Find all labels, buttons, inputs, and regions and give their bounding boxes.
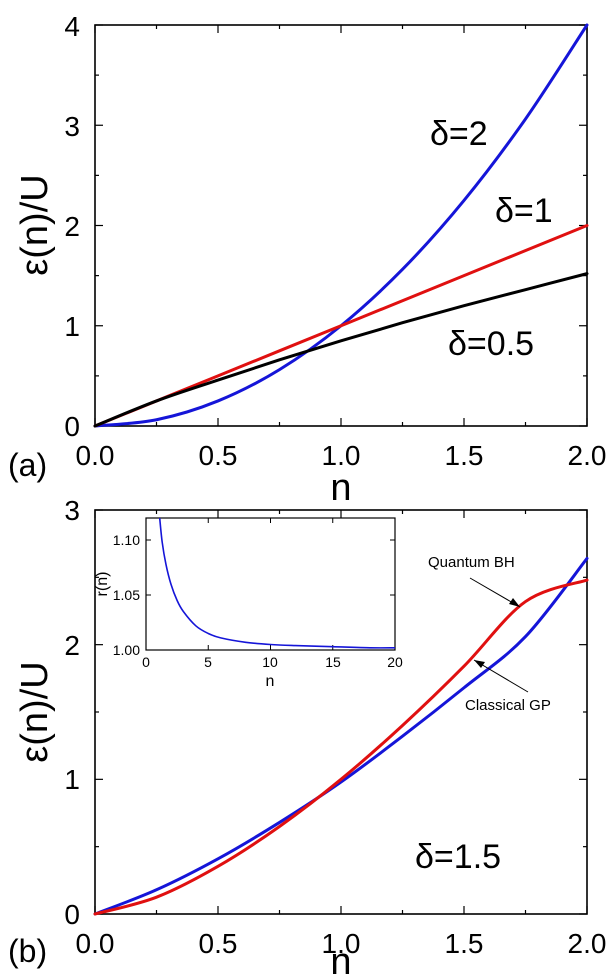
panel-a-ytick: 0 (64, 411, 80, 442)
panel-b-xtick: 1.0 (322, 928, 361, 959)
inset-ytick: 1.05 (113, 587, 140, 603)
panel-b-xtick: 0.0 (76, 928, 115, 959)
panel-a-xtick: 2.0 (568, 440, 607, 471)
panel-b-series-line-1 (93, 578, 589, 916)
panel-b-ytick: 0 (64, 899, 80, 930)
panel-b-xtick: 1.5 (445, 928, 484, 959)
panel-b-ylabel: ε(n)/U (14, 661, 56, 762)
panel-a-ticks (94, 24, 588, 427)
panel-a-ylabel: ε(n)/U (14, 174, 56, 275)
classical-gp-label: Classical GP (465, 697, 551, 714)
panel-a-ytick: 1 (64, 311, 80, 342)
panel-a-series-line-2 (93, 272, 589, 428)
inset-frame (145, 517, 396, 651)
delta-2-label: δ=2 (430, 115, 488, 153)
panel-a-xtick: 0.0 (76, 440, 115, 471)
panel-b-series-line-0 (93, 556, 589, 916)
inset-series-line-0 (158, 518, 395, 649)
panel-a-series-line-0 (93, 23, 589, 428)
panel-b-xlabel: n (330, 941, 351, 975)
panel-b-series (93, 556, 589, 916)
inset-xlabel: n (266, 673, 275, 690)
panel-b-ytick: 2 (64, 630, 80, 661)
delta-1-label: δ=1 (495, 192, 553, 230)
inset-ytick: 1.10 (113, 532, 140, 548)
inset-xtick: 0 (142, 654, 150, 670)
classical-gp-arrow (473, 659, 529, 693)
inset-ticks (145, 518, 396, 651)
panel-b-ytick: 3 (64, 495, 80, 526)
panel-a-ytick: 3 (64, 111, 80, 142)
quantum-bh-arrowhead (509, 598, 520, 607)
panel-b-ytick: 1 (64, 764, 80, 795)
panel-b-chart: 0.0 0.5 1.0 1.5 2.0 0 1 2 3 n ε(n)/U (b)… (8, 495, 606, 975)
inset-xtick: 15 (325, 654, 341, 670)
inset-series (158, 518, 395, 649)
delta-0-5-label: δ=0.5 (448, 325, 534, 363)
panel-b-xtick: 0.5 (199, 928, 238, 959)
panel-b-xtick: 2.0 (568, 928, 607, 959)
inset-series-clip (158, 518, 395, 649)
panel-a-xtick: 1.0 (322, 440, 361, 471)
classical-gp-arrowhead (474, 660, 485, 668)
inset-chart: 0 5 10 15 20 1.00 1.05 1.10 n r(n) (94, 517, 403, 690)
inset-xtick: 5 (204, 654, 212, 670)
panel-a-xtick: 0.5 (199, 440, 238, 471)
panel-a-xlabel: n (330, 467, 351, 509)
inset-ytick: 1.00 (113, 642, 140, 658)
inset-ylabel: r(n) (94, 572, 111, 597)
quantum-bh-label: Quantum BH (428, 554, 515, 571)
inset-xtick: 10 (262, 654, 278, 670)
panel-b-label: (b) (8, 933, 47, 969)
panel-a-series (93, 23, 589, 428)
panel-a-label: (a) (8, 447, 47, 483)
panel-a-xtick: 1.5 (445, 440, 484, 471)
inset-xtick: 20 (387, 654, 403, 670)
panel-a-chart: 0.0 0.5 1.0 1.5 2.0 0 1 2 3 4 n ε(n)/U (… (8, 11, 606, 509)
delta-1-5-label: δ=1.5 (415, 838, 501, 876)
panel-a-ytick: 4 (64, 11, 80, 42)
panel-a-ytick: 2 (64, 211, 80, 242)
